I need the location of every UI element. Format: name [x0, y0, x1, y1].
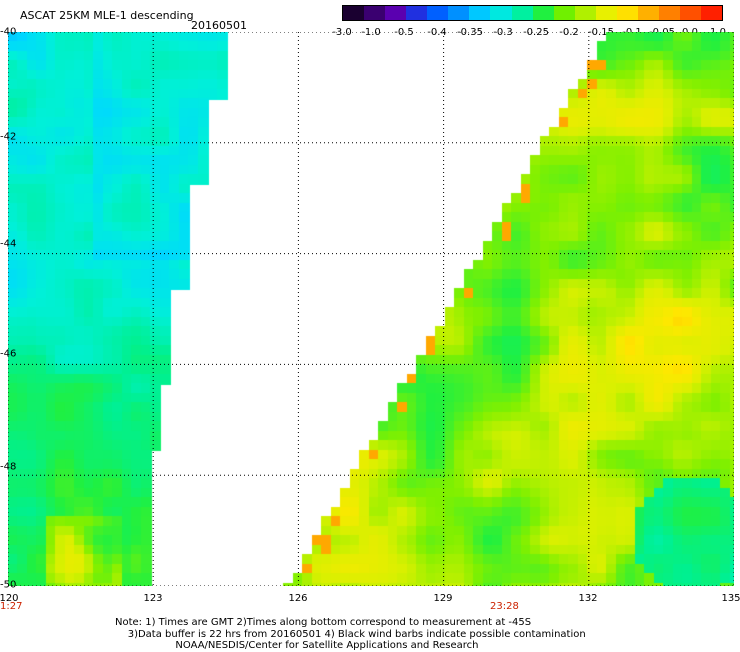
footnotes: Note: 1) Times are GMT 2)Times along bot… — [115, 617, 586, 652]
lon-label: 132 — [578, 593, 598, 604]
time-label: 23:28 — [490, 601, 519, 612]
colorbar-swatch — [616, 6, 638, 20]
lon-label: 126 — [288, 593, 308, 604]
lat-label: -40 — [0, 26, 17, 38]
lat-label: -48 — [0, 461, 17, 473]
colorbar-swatch — [343, 6, 365, 20]
lon-label: 135 — [721, 593, 740, 604]
colorbar-swatch — [469, 6, 491, 20]
colorbar — [342, 5, 723, 21]
colorbar-swatch — [574, 6, 596, 20]
product-date: 20160501 — [191, 19, 247, 32]
colorbar-swatch — [385, 6, 407, 20]
lon-label: 123 — [143, 593, 163, 604]
colorbar-swatch — [553, 6, 575, 20]
note-line-3: NOAA/NESDIS/Center for Satellite Applica… — [175, 640, 479, 651]
lat-lon-grid — [8, 32, 734, 586]
colorbar-swatch — [427, 6, 449, 20]
colorbar-swatch — [448, 6, 470, 20]
note-line-1: Note: 1) Times are GMT 2)Times along bot… — [115, 617, 532, 628]
colorbar-swatch — [364, 6, 386, 20]
lat-label: -44 — [0, 238, 17, 250]
colorbar-swatch — [595, 6, 617, 20]
colorbar-swatch — [532, 6, 554, 20]
colorbar-swatch — [406, 6, 428, 20]
colorbar-swatch — [658, 6, 680, 20]
swath-map — [8, 32, 734, 586]
note-line-2: 3)Data buffer is 22 hrs from 20160501 4)… — [127, 628, 586, 640]
lat-label: -50 — [0, 579, 17, 591]
colorbar-swatch — [680, 6, 702, 20]
colorbar-swatch — [511, 6, 533, 20]
lat-label: -42 — [0, 131, 17, 143]
colorbar-swatch — [490, 6, 512, 20]
lat-label: -46 — [0, 348, 17, 360]
lon-label: 120 — [0, 593, 19, 604]
colorbar-swatch — [637, 6, 659, 20]
time-label: 1:27 — [0, 601, 23, 612]
swath-raster — [8, 32, 734, 586]
product-title: ASCAT 25KM MLE-1 descending — [20, 9, 194, 22]
lon-label: 129 — [433, 593, 453, 604]
colorbar-swatch — [701, 6, 723, 20]
